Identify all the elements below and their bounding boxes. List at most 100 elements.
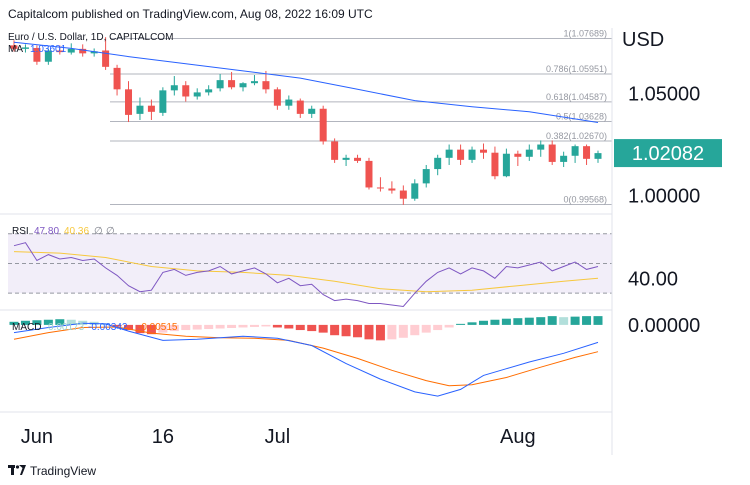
candle-body[interactable] <box>537 144 545 150</box>
macd-histogram-bar[interactable] <box>410 324 420 336</box>
candle-body[interactable] <box>193 92 201 97</box>
candle-body[interactable] <box>262 81 270 90</box>
candle-body[interactable] <box>33 48 41 62</box>
candle-body[interactable] <box>79 48 87 54</box>
macd-histogram-bar[interactable] <box>249 324 259 327</box>
candle-body[interactable] <box>319 108 327 142</box>
candle-body[interactable] <box>525 149 533 157</box>
candle-body[interactable] <box>67 48 75 53</box>
macd-pane[interactable]: MACD 0.00173 -0.00342 -0.00515 <box>9 316 603 397</box>
macd-histogram-bar[interactable] <box>513 318 523 325</box>
macd-histogram-bar[interactable] <box>66 319 76 325</box>
candle-body[interactable] <box>21 47 29 49</box>
candle-body[interactable] <box>102 50 110 67</box>
macd-histogram-bar[interactable] <box>490 319 500 325</box>
candle-body[interactable] <box>468 149 476 160</box>
candle-body[interactable] <box>354 157 362 161</box>
candle-body[interactable] <box>205 89 213 93</box>
candle-body[interactable] <box>216 80 224 89</box>
macd-histogram-bar[interactable] <box>421 324 431 333</box>
macd-histogram-bar[interactable] <box>204 324 214 330</box>
macd-histogram-bar[interactable] <box>9 321 19 325</box>
macd-histogram-bar[interactable] <box>112 324 122 327</box>
candle-body[interactable] <box>457 149 465 160</box>
macd-histogram-bar[interactable] <box>547 316 557 325</box>
macd-histogram-bar[interactable] <box>593 316 603 325</box>
macd-histogram-bar[interactable] <box>272 324 282 328</box>
macd-histogram-bar[interactable] <box>55 319 65 325</box>
macd-histogram-bar[interactable] <box>375 324 385 341</box>
candle-body[interactable] <box>594 153 602 159</box>
candle-body[interactable] <box>411 183 419 199</box>
candle-body[interactable] <box>331 141 339 160</box>
candle-body[interactable] <box>514 153 522 157</box>
candle-body[interactable] <box>136 105 144 114</box>
candle-body[interactable] <box>10 45 18 49</box>
macd-histogram-bar[interactable] <box>43 319 53 325</box>
macd-histogram-bar[interactable] <box>215 324 225 329</box>
macd-histogram-bar[interactable] <box>456 323 466 325</box>
candle-body[interactable] <box>479 149 487 153</box>
macd-histogram-bar[interactable] <box>20 320 30 325</box>
candle-body[interactable] <box>159 90 167 113</box>
macd-histogram-bar[interactable] <box>318 324 328 333</box>
candle-body[interactable] <box>296 100 304 114</box>
candle-body[interactable] <box>422 169 430 184</box>
macd-histogram-bar[interactable] <box>284 324 294 329</box>
candle-body[interactable] <box>399 190 407 199</box>
candle-body[interactable] <box>250 81 258 84</box>
candle-body[interactable] <box>560 155 568 162</box>
macd-histogram-bar[interactable] <box>559 317 569 325</box>
candle-body[interactable] <box>273 89 281 106</box>
macd-histogram-bar[interactable] <box>501 318 511 325</box>
candle-body[interactable] <box>56 50 64 53</box>
candle-body[interactable] <box>285 99 293 106</box>
macd-histogram-bar[interactable] <box>433 324 443 331</box>
macd-histogram-bar[interactable] <box>570 316 580 325</box>
macd-histogram-bar[interactable] <box>192 324 202 330</box>
macd-histogram-bar[interactable] <box>524 317 534 325</box>
candle-body[interactable] <box>113 67 121 90</box>
macd-histogram-bar[interactable] <box>353 324 363 338</box>
candle-body[interactable] <box>342 157 350 160</box>
macd-histogram-bar[interactable] <box>32 320 42 325</box>
macd-histogram-bar[interactable] <box>364 324 374 340</box>
macd-histogram-bar[interactable] <box>124 324 134 331</box>
footer[interactable]: TradingView <box>8 464 96 478</box>
macd-histogram-bar[interactable] <box>398 324 408 338</box>
macd-histogram-bar[interactable] <box>467 322 477 325</box>
candle-body[interactable] <box>182 85 190 97</box>
macd-histogram-bar[interactable] <box>146 324 156 335</box>
candle-body[interactable] <box>308 108 316 114</box>
candle-body[interactable] <box>445 149 453 158</box>
candle-body[interactable] <box>491 152 499 177</box>
candle-body[interactable] <box>90 51 98 54</box>
candle-body[interactable] <box>170 85 178 91</box>
macd-histogram-bar[interactable] <box>341 324 351 337</box>
candle-body[interactable] <box>583 146 591 159</box>
macd-histogram-bar[interactable] <box>536 317 546 325</box>
candle-body[interactable] <box>434 157 442 170</box>
candle-body[interactable] <box>388 188 396 191</box>
candle-body[interactable] <box>502 153 510 177</box>
candle-body[interactable] <box>147 105 155 112</box>
macd-histogram-bar[interactable] <box>169 324 179 332</box>
macd-histogram-bar[interactable] <box>582 316 592 325</box>
macd-histogram-bar[interactable] <box>181 324 191 331</box>
macd-histogram-bar[interactable] <box>444 324 454 328</box>
macd-histogram-bar[interactable] <box>295 324 305 331</box>
macd-histogram-bar[interactable] <box>387 324 397 340</box>
candle-body[interactable] <box>239 83 247 88</box>
candle-body[interactable] <box>228 80 236 88</box>
candle-body[interactable] <box>548 144 556 162</box>
candle-body[interactable] <box>44 50 52 62</box>
macd-histogram-bar[interactable] <box>261 324 271 327</box>
candle-body[interactable] <box>125 89 133 115</box>
macd-histogram-bar[interactable] <box>478 320 488 325</box>
candle-body[interactable] <box>365 160 373 188</box>
macd-histogram-bar[interactable] <box>135 324 145 334</box>
rsi-pane[interactable]: RSI 47.80 40.36 ∅ ∅ <box>8 226 612 308</box>
macd-histogram-bar[interactable] <box>330 324 340 336</box>
macd-histogram-bar[interactable] <box>307 324 317 332</box>
